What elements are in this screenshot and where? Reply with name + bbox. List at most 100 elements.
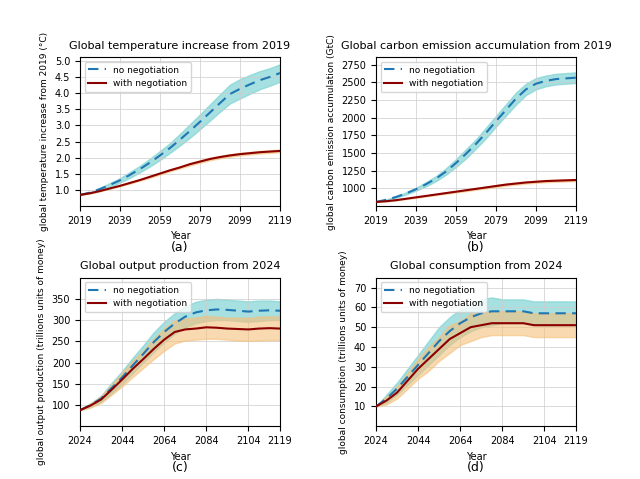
with negotiation <box>140 356 147 362</box>
no negotiation <box>266 308 273 313</box>
Legend: no negotiation, with negotiation: no negotiation, with negotiation <box>84 282 191 312</box>
with negotiation <box>161 337 168 342</box>
no negotiation <box>216 100 224 106</box>
with negotiation <box>216 154 224 160</box>
no negotiation <box>582 310 590 316</box>
no negotiation <box>467 314 475 320</box>
with negotiation <box>86 403 94 409</box>
with negotiation <box>442 190 450 196</box>
Text: (d): (d) <box>467 461 485 474</box>
no negotiation <box>146 160 154 165</box>
Text: (b): (b) <box>467 241 485 254</box>
with negotiation <box>551 322 559 328</box>
no negotiation <box>234 308 242 314</box>
no negotiation <box>442 169 450 174</box>
with negotiation <box>171 329 179 335</box>
Legend: no negotiation, with negotiation: no negotiation, with negotiation <box>381 282 487 312</box>
with negotiation <box>202 324 210 330</box>
Title: Global carbon emission accumulation from 2019: Global carbon emission accumulation from… <box>340 41 611 51</box>
with negotiation <box>244 327 252 332</box>
no negotiation <box>372 404 380 410</box>
no negotiation <box>97 396 105 401</box>
no negotiation <box>542 78 550 84</box>
with negotiation <box>572 177 580 183</box>
no negotiation <box>287 308 294 314</box>
with negotiation <box>372 199 380 205</box>
no negotiation <box>572 75 580 80</box>
no negotiation <box>129 363 136 368</box>
no negotiation <box>166 145 174 151</box>
with negotiation <box>452 189 460 194</box>
with negotiation <box>223 326 231 331</box>
no negotiation <box>414 362 422 368</box>
no negotiation <box>276 70 284 76</box>
with negotiation <box>467 324 475 330</box>
with negotiation <box>562 322 570 328</box>
with negotiation <box>414 366 422 372</box>
no negotiation <box>383 396 390 401</box>
Text: (a): (a) <box>172 241 189 254</box>
no negotiation <box>446 328 454 334</box>
Title: Global consumption from 2024: Global consumption from 2024 <box>390 261 563 271</box>
no negotiation <box>161 329 168 335</box>
Text: (c): (c) <box>172 461 188 474</box>
with negotiation <box>196 159 204 164</box>
with negotiation <box>276 326 284 331</box>
X-axis label: Year: Year <box>466 231 486 241</box>
no negotiation <box>422 182 430 187</box>
Line: no negotiation: no negotiation <box>376 311 586 407</box>
no negotiation <box>488 308 495 314</box>
no negotiation <box>108 385 115 391</box>
no negotiation <box>126 172 134 178</box>
no negotiation <box>499 308 506 314</box>
no negotiation <box>118 375 126 380</box>
with negotiation <box>106 185 114 191</box>
no negotiation <box>477 310 485 316</box>
with negotiation <box>472 186 480 192</box>
with negotiation <box>96 188 104 194</box>
no negotiation <box>246 81 254 87</box>
no negotiation <box>462 151 470 157</box>
no negotiation <box>402 191 410 196</box>
X-axis label: Year: Year <box>170 452 190 462</box>
X-axis label: Year: Year <box>170 231 190 241</box>
with negotiation <box>129 366 136 372</box>
with negotiation <box>422 193 430 199</box>
with negotiation <box>372 404 380 410</box>
with negotiation <box>542 178 550 184</box>
with negotiation <box>156 171 164 176</box>
with negotiation <box>116 183 124 189</box>
no negotiation <box>176 137 184 142</box>
no negotiation <box>196 119 204 125</box>
no negotiation <box>106 182 114 188</box>
with negotiation <box>86 190 94 196</box>
no negotiation <box>86 190 94 195</box>
with negotiation <box>412 194 420 200</box>
with negotiation <box>176 164 184 170</box>
no negotiation <box>276 308 284 314</box>
with negotiation <box>166 168 174 173</box>
no negotiation <box>425 350 433 356</box>
with negotiation <box>435 346 443 352</box>
with negotiation <box>383 398 390 403</box>
with negotiation <box>582 322 590 328</box>
with negotiation <box>276 148 284 154</box>
with negotiation <box>541 322 548 328</box>
with negotiation <box>530 322 538 328</box>
with negotiation <box>266 325 273 331</box>
with negotiation <box>562 178 570 183</box>
no negotiation <box>236 86 244 91</box>
with negotiation <box>488 320 495 326</box>
no negotiation <box>393 386 401 391</box>
Line: no negotiation: no negotiation <box>80 73 280 195</box>
with negotiation <box>146 174 154 180</box>
with negotiation <box>393 390 401 396</box>
with negotiation <box>512 181 520 186</box>
no negotiation <box>404 374 412 380</box>
with negotiation <box>226 153 234 159</box>
no negotiation <box>223 307 231 313</box>
no negotiation <box>372 199 380 205</box>
no negotiation <box>202 308 210 313</box>
Legend: no negotiation, with negotiation: no negotiation, with negotiation <box>84 62 191 92</box>
with negotiation <box>255 326 263 331</box>
